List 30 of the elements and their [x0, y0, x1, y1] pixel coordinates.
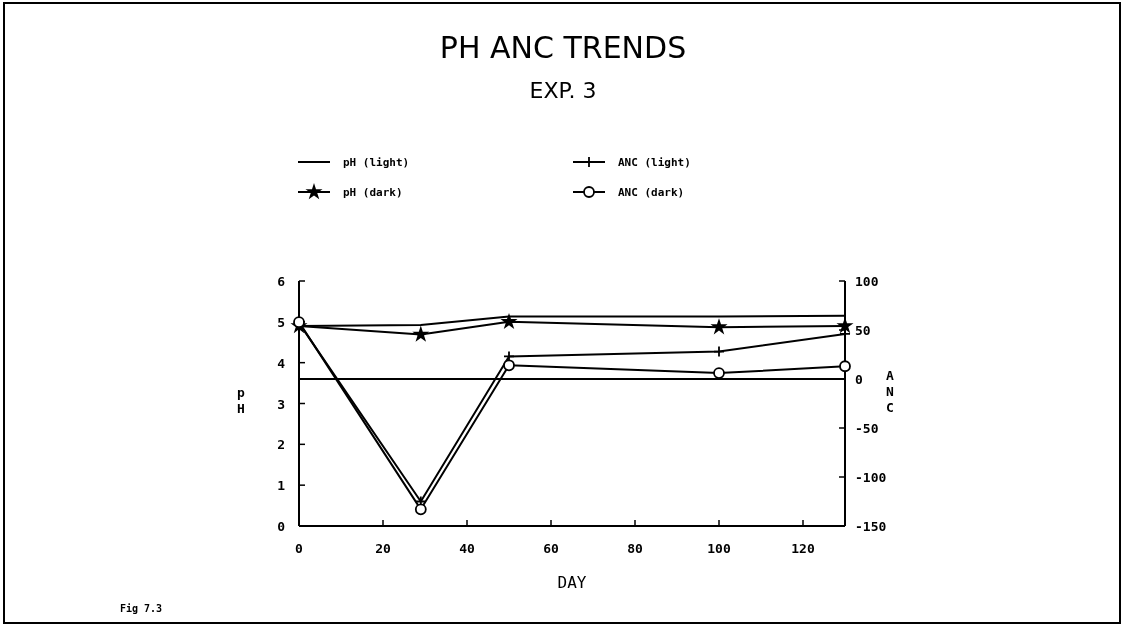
legend-label: pH (light) [343, 156, 410, 169]
x-tick-label: 60 [543, 541, 559, 556]
y2-tick-label: 0 [855, 372, 863, 387]
x-tick-label: 0 [295, 541, 304, 556]
caption: Fig 7.3 [120, 603, 163, 614]
y-tick-label: 1 [277, 478, 286, 494]
y2-tick-label: 100 [855, 274, 879, 289]
y2-tick-label: 50 [855, 323, 871, 338]
x-axis-title: DAY [557, 573, 587, 592]
y2-tick-label: -100 [855, 470, 887, 485]
y-tick-label: 0 [277, 519, 286, 534]
y-tick-label: 4 [277, 355, 286, 371]
x-tick-label: 120 [791, 541, 815, 556]
x-tick-label: 80 [627, 541, 643, 556]
chart-title: PH ANC TRENDS [439, 30, 687, 65]
y2-tick-label: -50 [855, 421, 879, 436]
legend-label: ANC (dark) [618, 186, 685, 199]
legend-label: pH (dark) [343, 186, 403, 199]
y-axis-title: pH [237, 385, 246, 416]
y-tick-label: 6 [277, 274, 286, 289]
y-tick-label: 5 [277, 314, 285, 330]
legend-label: ANC (light) [618, 156, 691, 169]
x-tick-label: 20 [375, 541, 391, 556]
y-tick-label: 2 [277, 437, 285, 453]
chart-subtitle: EXP. 3 [529, 78, 597, 103]
y-tick-label: 3 [277, 396, 285, 412]
x-tick-label: 40 [459, 541, 475, 556]
y2-tick-label: -150 [855, 519, 887, 534]
y2-axis-title: ANC [886, 368, 895, 415]
x-tick-label: 100 [707, 541, 731, 556]
